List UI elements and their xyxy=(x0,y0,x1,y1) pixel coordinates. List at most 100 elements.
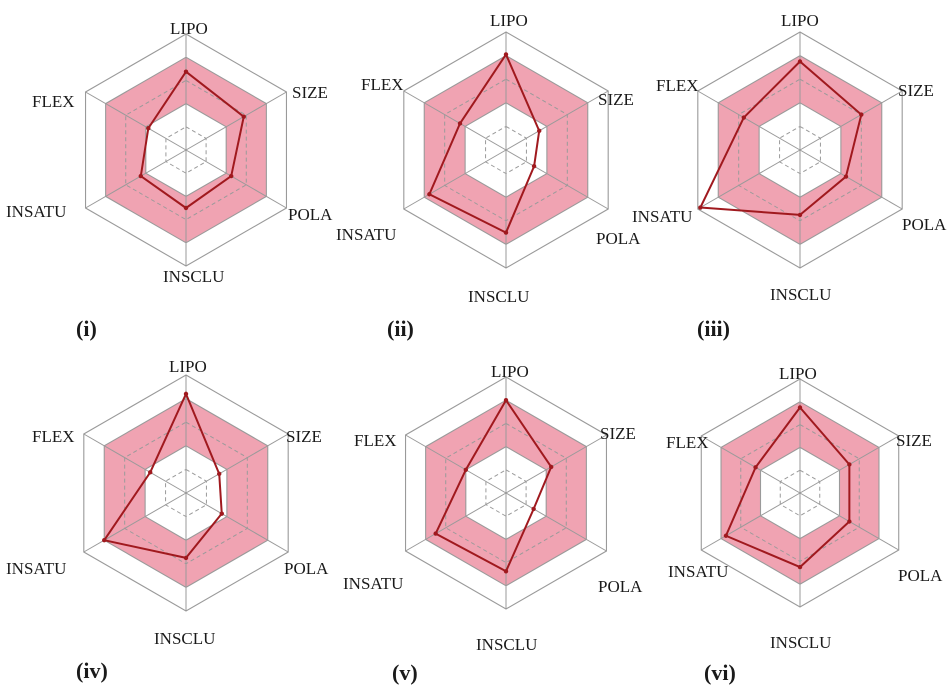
profile-point xyxy=(183,205,189,211)
axis-label-flex: FLEX xyxy=(32,427,75,446)
profile-point xyxy=(741,115,746,120)
profile-point xyxy=(146,126,151,131)
axis-label-insclu: INSCLU xyxy=(468,287,530,306)
profile-point xyxy=(229,173,234,179)
axis-label-insatu: INSATU xyxy=(343,574,404,593)
axis-label-lipo: LIPO xyxy=(169,357,207,376)
panel-label: (iv) xyxy=(76,658,108,683)
profile-point xyxy=(463,467,469,472)
profile-point xyxy=(859,112,864,117)
axis-label-insatu: INSATU xyxy=(6,559,67,578)
profile-point xyxy=(797,564,803,570)
profile-point xyxy=(138,173,143,179)
axis-spoke xyxy=(403,90,507,151)
profile-point xyxy=(219,511,224,516)
axis-label-insatu: INSATU xyxy=(668,562,729,581)
axis-label-flex: FLEX xyxy=(666,433,709,452)
axis-label-insclu: INSCLU xyxy=(163,267,225,286)
axis-label-pola: POLA xyxy=(598,577,643,596)
axis-label-pola: POLA xyxy=(284,559,329,578)
profile-point xyxy=(531,506,536,512)
profile-point xyxy=(148,470,153,475)
axis-spoke xyxy=(405,434,507,494)
axis-label-insclu: INSCLU xyxy=(770,633,832,652)
panel-label: (v) xyxy=(392,660,418,685)
profile-point xyxy=(503,398,509,403)
axis-label-insclu: INSCLU xyxy=(476,635,538,654)
profile-point xyxy=(537,128,542,134)
axis-label-lipo: LIPO xyxy=(779,364,817,383)
panel-label: (i) xyxy=(76,316,97,341)
panel-label: (iii) xyxy=(697,316,730,341)
axis-spoke xyxy=(701,435,801,494)
profile-point xyxy=(503,569,509,574)
axis-label-pola: POLA xyxy=(902,215,947,234)
axis-spoke xyxy=(505,434,607,494)
axis-spoke xyxy=(185,433,289,494)
axis-spoke xyxy=(505,492,607,552)
axis-label-size: SIZE xyxy=(896,431,932,450)
axis-spoke xyxy=(697,90,801,151)
axis-label-size: SIZE xyxy=(598,90,634,109)
axis-spoke xyxy=(697,149,801,210)
profile-point xyxy=(457,121,463,126)
profile-point xyxy=(797,59,803,64)
axis-label-size: SIZE xyxy=(898,81,934,100)
axis-spoke xyxy=(505,149,609,210)
profile-point xyxy=(183,69,189,74)
profile-point xyxy=(797,212,803,218)
axis-label-pola: POLA xyxy=(898,566,943,585)
profile-point xyxy=(549,464,554,470)
profile-point xyxy=(217,471,222,477)
axis-spoke xyxy=(799,149,903,210)
axis-spoke xyxy=(185,91,287,151)
axis-label-lipo: LIPO xyxy=(491,362,529,381)
profile-point xyxy=(847,519,852,524)
profile-point xyxy=(753,465,758,470)
axis-label-insclu: INSCLU xyxy=(770,285,832,304)
axis-label-pola: POLA xyxy=(596,229,641,248)
profile-point xyxy=(797,405,803,410)
profile-point xyxy=(102,538,107,543)
axis-spoke xyxy=(403,149,507,210)
profile-point xyxy=(847,462,852,467)
profile-point xyxy=(427,192,432,197)
axis-spoke xyxy=(505,90,609,151)
profile-point xyxy=(433,531,438,536)
axis-label-insclu: INSCLU xyxy=(154,629,216,648)
axis-label-flex: FLEX xyxy=(32,92,75,111)
axis-label-flex: FLEX xyxy=(361,75,404,94)
profile-point xyxy=(241,114,246,119)
profile-point xyxy=(723,533,729,538)
panel-label: (vi) xyxy=(704,660,736,685)
axis-spoke xyxy=(185,149,287,209)
axis-label-insatu: INSATU xyxy=(6,202,67,221)
axis-spoke xyxy=(405,492,507,552)
axis-label-lipo: LIPO xyxy=(490,11,528,30)
axis-label-size: SIZE xyxy=(600,424,636,443)
axis-label-size: SIZE xyxy=(286,427,322,446)
profile-point xyxy=(531,164,537,169)
axis-label-flex: FLEX xyxy=(354,431,397,450)
profile-point xyxy=(183,555,189,561)
axis-label-insatu: INSATU xyxy=(632,207,693,226)
axis-label-insatu: INSATU xyxy=(336,225,397,244)
axis-spoke xyxy=(85,149,187,209)
axis-spoke xyxy=(85,91,187,151)
axis-spoke xyxy=(701,492,801,551)
profile-point xyxy=(183,391,189,397)
profile-point xyxy=(503,52,509,57)
axis-label-flex: FLEX xyxy=(656,76,699,95)
axis-spoke xyxy=(83,433,187,494)
panel-label: (ii) xyxy=(387,316,414,341)
profile-point xyxy=(503,230,509,235)
axis-spoke xyxy=(799,90,903,151)
profile-point xyxy=(698,205,703,210)
